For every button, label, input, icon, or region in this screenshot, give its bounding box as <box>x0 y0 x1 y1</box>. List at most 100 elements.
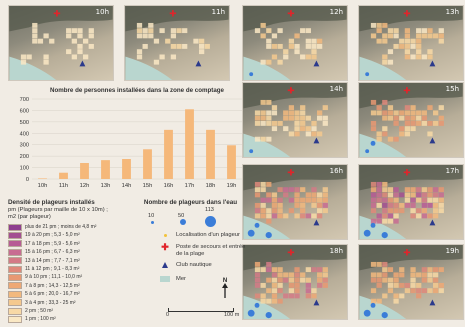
density-cell <box>254 261 261 267</box>
density-cell <box>271 105 278 111</box>
density-cell <box>438 115 444 121</box>
club-triangle-icon <box>79 60 86 67</box>
density-cell <box>370 22 377 28</box>
density-cell <box>382 293 388 299</box>
density-cell <box>382 131 388 137</box>
density-cell <box>176 43 182 49</box>
y-tick-label: 700 <box>20 97 29 103</box>
density-swatch <box>8 257 22 265</box>
club-triangle-icon <box>429 60 436 67</box>
density-cell <box>399 282 405 288</box>
density-cell <box>277 272 283 278</box>
density-label: 1 pm ; 100 m² <box>25 316 56 323</box>
map-hour-label: 15h <box>445 85 459 93</box>
density-cell <box>77 28 83 34</box>
density-cell <box>427 213 433 219</box>
density-cell <box>427 187 433 193</box>
beach-map-14h: ✚ 14h <box>242 82 348 158</box>
density-cell <box>382 38 388 44</box>
density-cell <box>260 298 266 304</box>
density-cell <box>254 272 261 278</box>
density-cell <box>283 110 289 116</box>
density-cell <box>300 187 306 193</box>
density-cell <box>404 115 411 121</box>
density-cell <box>393 282 399 288</box>
density-cell <box>399 192 405 198</box>
density-cell <box>427 105 433 111</box>
density-cell <box>393 197 399 203</box>
map-hour-label: 11h <box>211 8 225 16</box>
bar-14h <box>122 159 131 179</box>
density-cell <box>288 208 295 214</box>
map-hour-label: 10h <box>95 8 109 16</box>
map-hour-label: 19h <box>445 247 459 255</box>
density-cell <box>300 126 306 132</box>
density-cell <box>294 187 300 193</box>
water-dot-icon <box>370 140 376 146</box>
density-cell <box>277 43 283 49</box>
density-cell <box>416 110 422 116</box>
density-cell <box>438 192 444 198</box>
density-cell <box>382 208 388 214</box>
water-dot-icon <box>363 309 371 317</box>
map-hour-label: 17h <box>445 167 459 175</box>
poste-cross-icon: ✚ <box>287 10 294 20</box>
density-cell <box>300 120 306 126</box>
density-legend-item: 9 à 10 pm ; 11,1 - 10,0 m² <box>8 273 82 281</box>
density-cell <box>311 43 317 49</box>
x-tick-label: 17h <box>185 183 195 189</box>
density-cell <box>410 197 416 203</box>
density-cell <box>142 43 148 49</box>
legend-club: Club nautique <box>160 262 212 269</box>
density-cell <box>387 208 394 214</box>
density-cell <box>410 120 416 126</box>
density-legend-title: Densité de plageurs installés <box>8 199 95 206</box>
density-cell <box>393 136 399 142</box>
density-cell <box>393 120 399 126</box>
density-cell <box>260 33 266 39</box>
water-dot-icon <box>247 229 255 237</box>
poste-cross-icon: ✚ <box>403 169 410 179</box>
beach-map-heat: ✚ <box>243 83 347 157</box>
density-cell <box>387 49 394 55</box>
club-triangle-icon <box>162 262 168 268</box>
density-cell <box>322 187 328 193</box>
density-cell <box>438 202 444 208</box>
density-cell <box>300 110 306 116</box>
density-cell <box>370 208 377 214</box>
density-cell <box>433 282 439 288</box>
density-legend-subtitle-line2: m2 (par plageur) <box>8 214 51 220</box>
density-cell <box>305 267 311 273</box>
density-cell <box>283 187 289 193</box>
density-swatch <box>8 290 22 298</box>
water-value-large: 113 <box>205 207 214 213</box>
density-cell <box>254 120 261 126</box>
density-cell <box>277 298 283 304</box>
density-cell <box>387 105 394 111</box>
y-tick-label: 300 <box>20 143 29 149</box>
water-value-small: 10 <box>148 213 155 219</box>
density-cell <box>294 131 300 137</box>
density-cell <box>382 181 388 187</box>
water-dot-small-icon <box>151 221 154 224</box>
beach-map-11h: ✚ 11h <box>124 5 230 81</box>
density-cell <box>254 208 261 214</box>
density-cell <box>382 33 388 39</box>
density-cell <box>20 54 27 60</box>
north-label: N <box>223 278 227 284</box>
density-cell <box>283 277 289 283</box>
density-cell <box>322 120 328 126</box>
density-cell <box>288 110 295 116</box>
density-cell <box>382 277 388 283</box>
density-cell <box>300 105 306 111</box>
density-cell <box>382 126 388 132</box>
density-cell <box>404 28 411 34</box>
density-cell <box>300 213 306 219</box>
density-cell <box>260 120 266 126</box>
density-cell <box>410 110 416 116</box>
density-cell <box>277 197 283 203</box>
density-cell <box>438 267 444 273</box>
x-tick-label: 14h <box>122 183 132 189</box>
club-triangle-icon <box>195 60 202 67</box>
bar-16h <box>164 129 173 179</box>
